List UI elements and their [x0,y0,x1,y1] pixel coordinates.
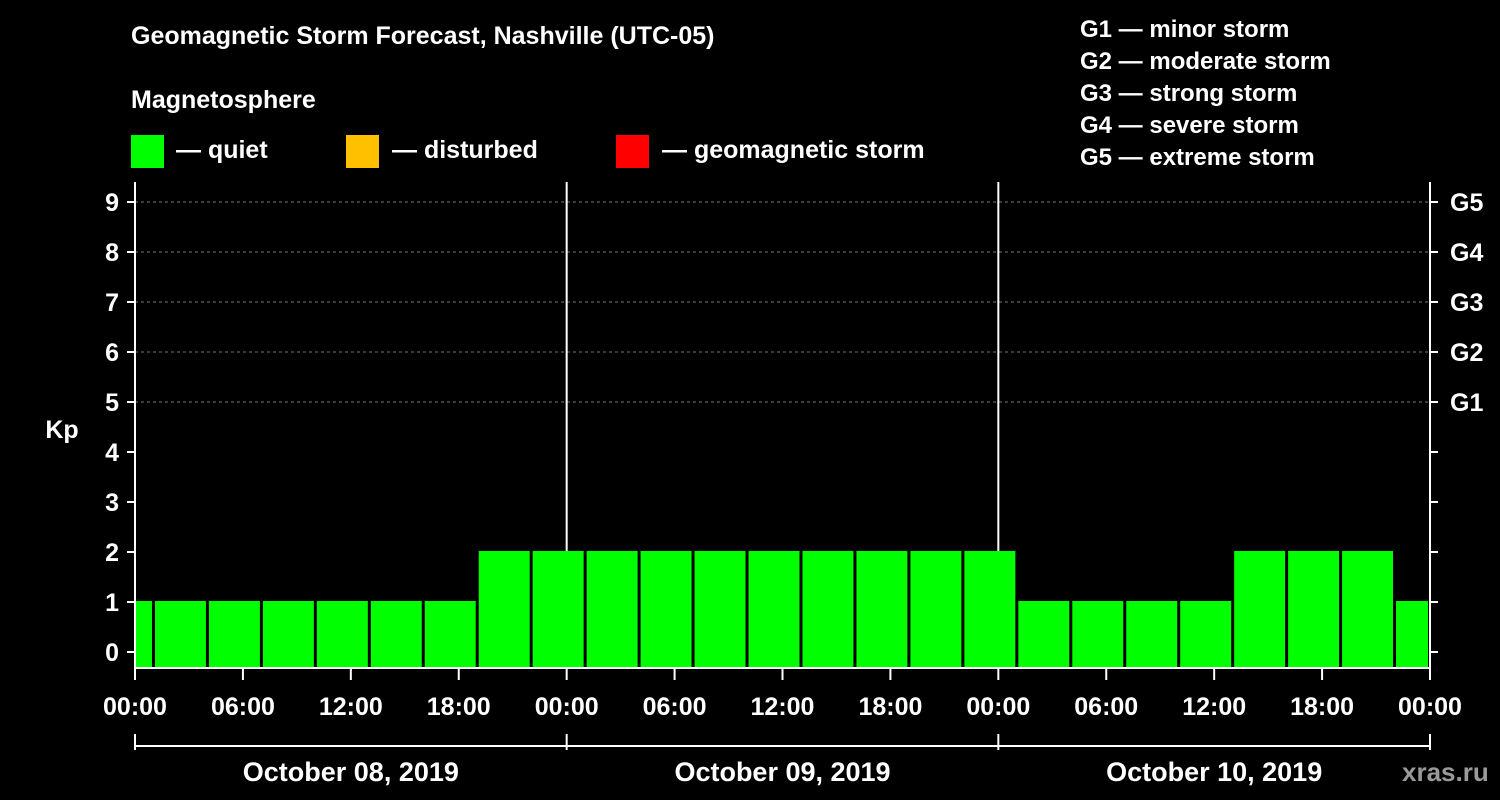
kp-bar-20 [1180,601,1232,668]
kp-bar-11 [694,551,746,668]
y-tick-label: 7 [105,289,119,317]
legend-swatch-disturbed [346,135,379,168]
kp-bar-4 [316,601,368,668]
x-tick-label: 06:00 [643,693,707,721]
x-tick-label: 12:00 [751,693,815,721]
right-axis-label: G1 [1450,389,1483,417]
storm-level-list: G1 — minor storm G2 — moderate storm G3 … [1080,14,1331,174]
x-tick-label: 00:00 [1398,693,1462,721]
kp-bar-5 [370,601,422,668]
x-tick-label: 06:00 [211,693,275,721]
legend-label-storm: — geomagnetic storm [662,136,925,164]
x-tick-label: 00:00 [966,693,1030,721]
kp-bar-1 [154,601,206,668]
kp-bar-3 [262,601,314,668]
kp-bar-15 [910,551,962,668]
x-tick-label: 18:00 [858,693,922,721]
y-tick-label: 4 [105,439,119,467]
chart-title: Geomagnetic Storm Forecast, Nashville (U… [131,22,715,50]
x-tick-label: 00:00 [535,693,599,721]
right-axis-label: G2 [1450,339,1483,367]
right-axis-label: G4 [1450,239,1483,267]
kp-bar-8 [532,551,584,668]
legend-swatch-storm [616,135,649,168]
x-tick-label: 18:00 [427,693,491,721]
storm-level-g1: G1 — minor storm [1080,16,1290,43]
kp-bar-18 [1072,601,1124,668]
y-tick-label: 3 [105,489,119,517]
kp-bar-6 [424,601,476,668]
y-tick-label: 2 [105,539,119,567]
kp-bar-17 [1018,601,1070,668]
storm-level-g5: G5 — extreme storm [1080,144,1315,171]
storm-level-g3: G3 — strong storm [1080,80,1298,107]
y-tick-label: 6 [105,339,119,367]
watermark: xras.ru [1402,757,1489,787]
kp-bar-21 [1234,551,1286,668]
y-tick-label: 1 [105,589,119,617]
legend-label-disturbed: — disturbed [392,136,538,164]
y-axis-title: Kp [45,416,78,444]
kp-bar-2 [208,601,260,668]
y-tick-label: 5 [105,389,119,417]
kp-bar-0 [136,601,152,668]
day-label: October 09, 2019 [674,757,890,787]
kp-bar-10 [640,551,692,668]
right-axis-label: G3 [1450,289,1483,317]
x-tick-label: 18:00 [1290,693,1354,721]
y-tick-label: 0 [105,639,119,667]
kp-bar-9 [586,551,638,668]
y-tick-label: 8 [105,239,119,267]
x-tick-label: 12:00 [1182,693,1246,721]
x-tick-label: 12:00 [319,693,383,721]
storm-level-g4: G4 — severe storm [1080,112,1299,139]
kp-bar-19 [1126,601,1178,668]
legend-subtitle: Magnetosphere [131,86,316,114]
legend-label-quiet: — quiet [176,136,268,164]
legend-swatch-quiet [131,135,164,168]
kp-bar-24 [1396,601,1428,668]
kp-bar-16 [964,551,1016,668]
kp-bar-13 [802,551,854,668]
right-axis-label: G5 [1450,189,1483,217]
day-label: October 10, 2019 [1106,757,1322,787]
kp-bar-23 [1342,551,1394,668]
day-label: October 08, 2019 [243,757,459,787]
kp-bar-14 [856,551,908,668]
y-tick-label: 9 [105,189,119,217]
x-tick-label: 00:00 [103,693,167,721]
x-tick-label: 06:00 [1074,693,1138,721]
kp-bar-12 [748,551,800,668]
storm-level-g2: G2 — moderate storm [1080,48,1331,75]
kp-bar-7 [478,551,530,668]
kp-bar-22 [1288,551,1340,668]
